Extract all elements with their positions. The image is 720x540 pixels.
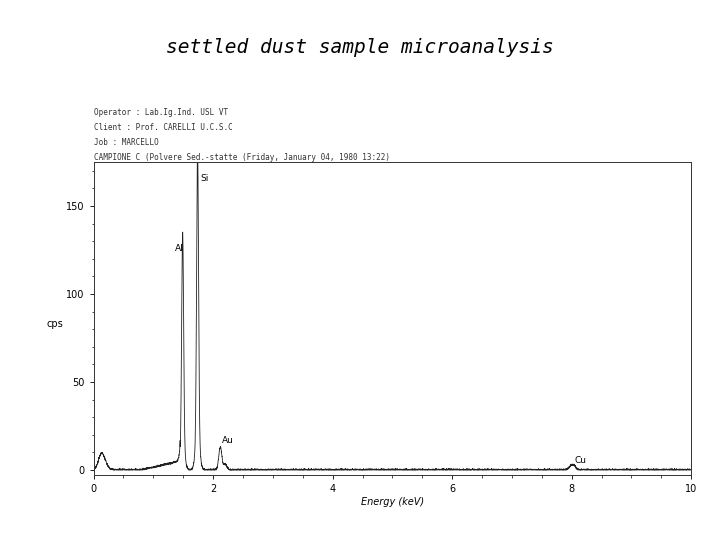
Text: Client : Prof. CARELLI U.C.S.C: Client : Prof. CARELLI U.C.S.C: [94, 123, 233, 132]
X-axis label: Energy (keV): Energy (keV): [361, 497, 424, 507]
Text: CAMPIONE C (Polvere Sed.-statte (Friday, January 04, 1980 13:22): CAMPIONE C (Polvere Sed.-statte (Friday,…: [94, 153, 390, 163]
Text: Job : MARCELLO: Job : MARCELLO: [94, 138, 158, 147]
Text: Cu: Cu: [574, 456, 586, 464]
Text: Operator : Lab.Ig.Ind. USL VT: Operator : Lab.Ig.Ind. USL VT: [94, 108, 228, 117]
Text: Au: Au: [222, 436, 234, 446]
Text: Al: Al: [175, 245, 184, 253]
Text: Si: Si: [201, 174, 209, 183]
Text: settled dust sample microanalysis: settled dust sample microanalysis: [166, 38, 554, 57]
Y-axis label: cps: cps: [47, 319, 63, 329]
